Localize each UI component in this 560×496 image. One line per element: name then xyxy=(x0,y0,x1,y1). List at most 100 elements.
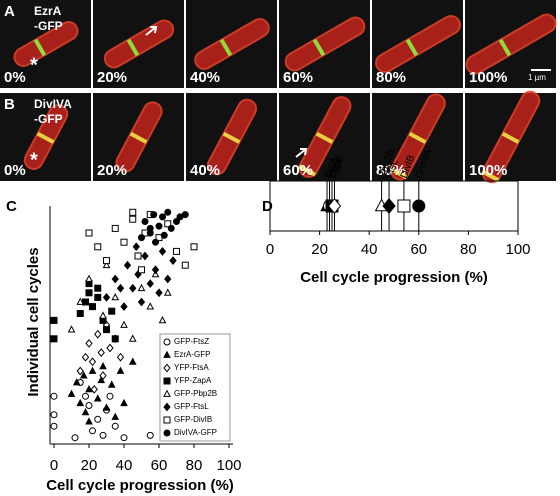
x-axis-label: Cell cycle progression (%) xyxy=(300,269,488,286)
point xyxy=(89,427,96,435)
septum-band xyxy=(129,131,148,144)
septum-band xyxy=(408,131,427,144)
point xyxy=(120,434,128,442)
cell-body xyxy=(284,16,366,72)
point xyxy=(67,325,76,333)
frame-label: 0% xyxy=(4,69,26,86)
septum-band xyxy=(481,169,500,182)
cell xyxy=(23,104,69,170)
cell xyxy=(481,90,541,184)
frame-label: 40% xyxy=(190,69,220,86)
x-tick-label: 0 xyxy=(50,457,58,474)
marker-label: -GFP xyxy=(34,19,63,33)
point xyxy=(111,335,119,343)
septum-band xyxy=(405,38,419,57)
point xyxy=(167,224,175,232)
point xyxy=(82,392,89,400)
point xyxy=(93,394,102,402)
cell-body xyxy=(13,21,79,67)
cell-body xyxy=(194,18,270,70)
point xyxy=(94,415,102,423)
y-axis-label: Individual cell cycles xyxy=(25,247,42,396)
panel-label: C xyxy=(6,198,17,215)
point xyxy=(146,302,155,310)
legend-box xyxy=(159,333,231,442)
point xyxy=(141,251,149,261)
septum-band xyxy=(312,38,326,57)
point xyxy=(94,243,102,251)
point xyxy=(50,316,58,324)
point xyxy=(146,224,154,232)
point xyxy=(94,293,102,301)
point xyxy=(88,366,97,374)
marker-label: -GFP xyxy=(34,112,63,126)
x-tick-label: 80 xyxy=(460,241,477,258)
point xyxy=(85,339,93,348)
legend-label: GFP-FtsL xyxy=(174,402,209,411)
legend-label: DivIVA-GFP xyxy=(174,428,217,437)
scale-bar-label: 1 µm xyxy=(528,73,546,82)
legend-marker xyxy=(163,402,171,412)
septum-band xyxy=(315,131,334,144)
point xyxy=(50,335,58,343)
point xyxy=(97,348,105,357)
point xyxy=(99,311,107,319)
point xyxy=(85,402,93,409)
point xyxy=(169,256,177,265)
plot-frame xyxy=(269,180,519,232)
septum-band xyxy=(501,131,520,144)
point xyxy=(163,288,172,296)
legend-marker xyxy=(163,416,171,424)
point xyxy=(129,283,137,293)
point xyxy=(138,234,145,242)
legend-marker xyxy=(163,389,171,397)
point xyxy=(116,283,125,293)
point xyxy=(159,213,166,221)
cell xyxy=(284,16,366,72)
point xyxy=(71,434,79,442)
point xyxy=(128,334,137,342)
point xyxy=(72,378,81,386)
point xyxy=(107,380,116,388)
point xyxy=(90,385,98,394)
point xyxy=(102,293,111,302)
arrow xyxy=(295,148,308,158)
point xyxy=(67,389,76,397)
septum-band xyxy=(33,38,47,57)
marker-label: EzrA xyxy=(34,4,62,18)
point xyxy=(120,320,128,328)
point xyxy=(94,329,102,339)
point xyxy=(85,229,93,237)
point xyxy=(382,198,396,214)
point xyxy=(76,366,84,376)
panel-label: B xyxy=(4,96,15,113)
legend-label: GFP-FtsZ xyxy=(174,337,209,346)
point xyxy=(327,198,342,214)
cell xyxy=(206,98,258,176)
cell xyxy=(389,93,446,181)
cell-body xyxy=(465,13,557,75)
point xyxy=(158,247,167,256)
legend-marker xyxy=(163,363,171,373)
point xyxy=(103,257,110,265)
cell xyxy=(194,18,270,70)
point xyxy=(99,431,107,439)
point xyxy=(134,252,142,260)
point xyxy=(146,279,154,288)
x-tick-label: 20 xyxy=(311,241,328,258)
x-axis-label: Cell cycle progression (%) xyxy=(46,477,234,494)
point xyxy=(88,357,97,367)
cell xyxy=(115,101,163,173)
frame-label: 20% xyxy=(97,162,127,179)
point xyxy=(99,371,107,380)
frame-label: 60% xyxy=(283,162,313,179)
point xyxy=(85,289,93,297)
cell xyxy=(375,15,461,73)
point xyxy=(128,357,137,365)
point xyxy=(190,243,198,251)
asterisk: * xyxy=(30,149,38,171)
point xyxy=(89,303,96,311)
point xyxy=(50,422,58,430)
point xyxy=(146,431,154,439)
